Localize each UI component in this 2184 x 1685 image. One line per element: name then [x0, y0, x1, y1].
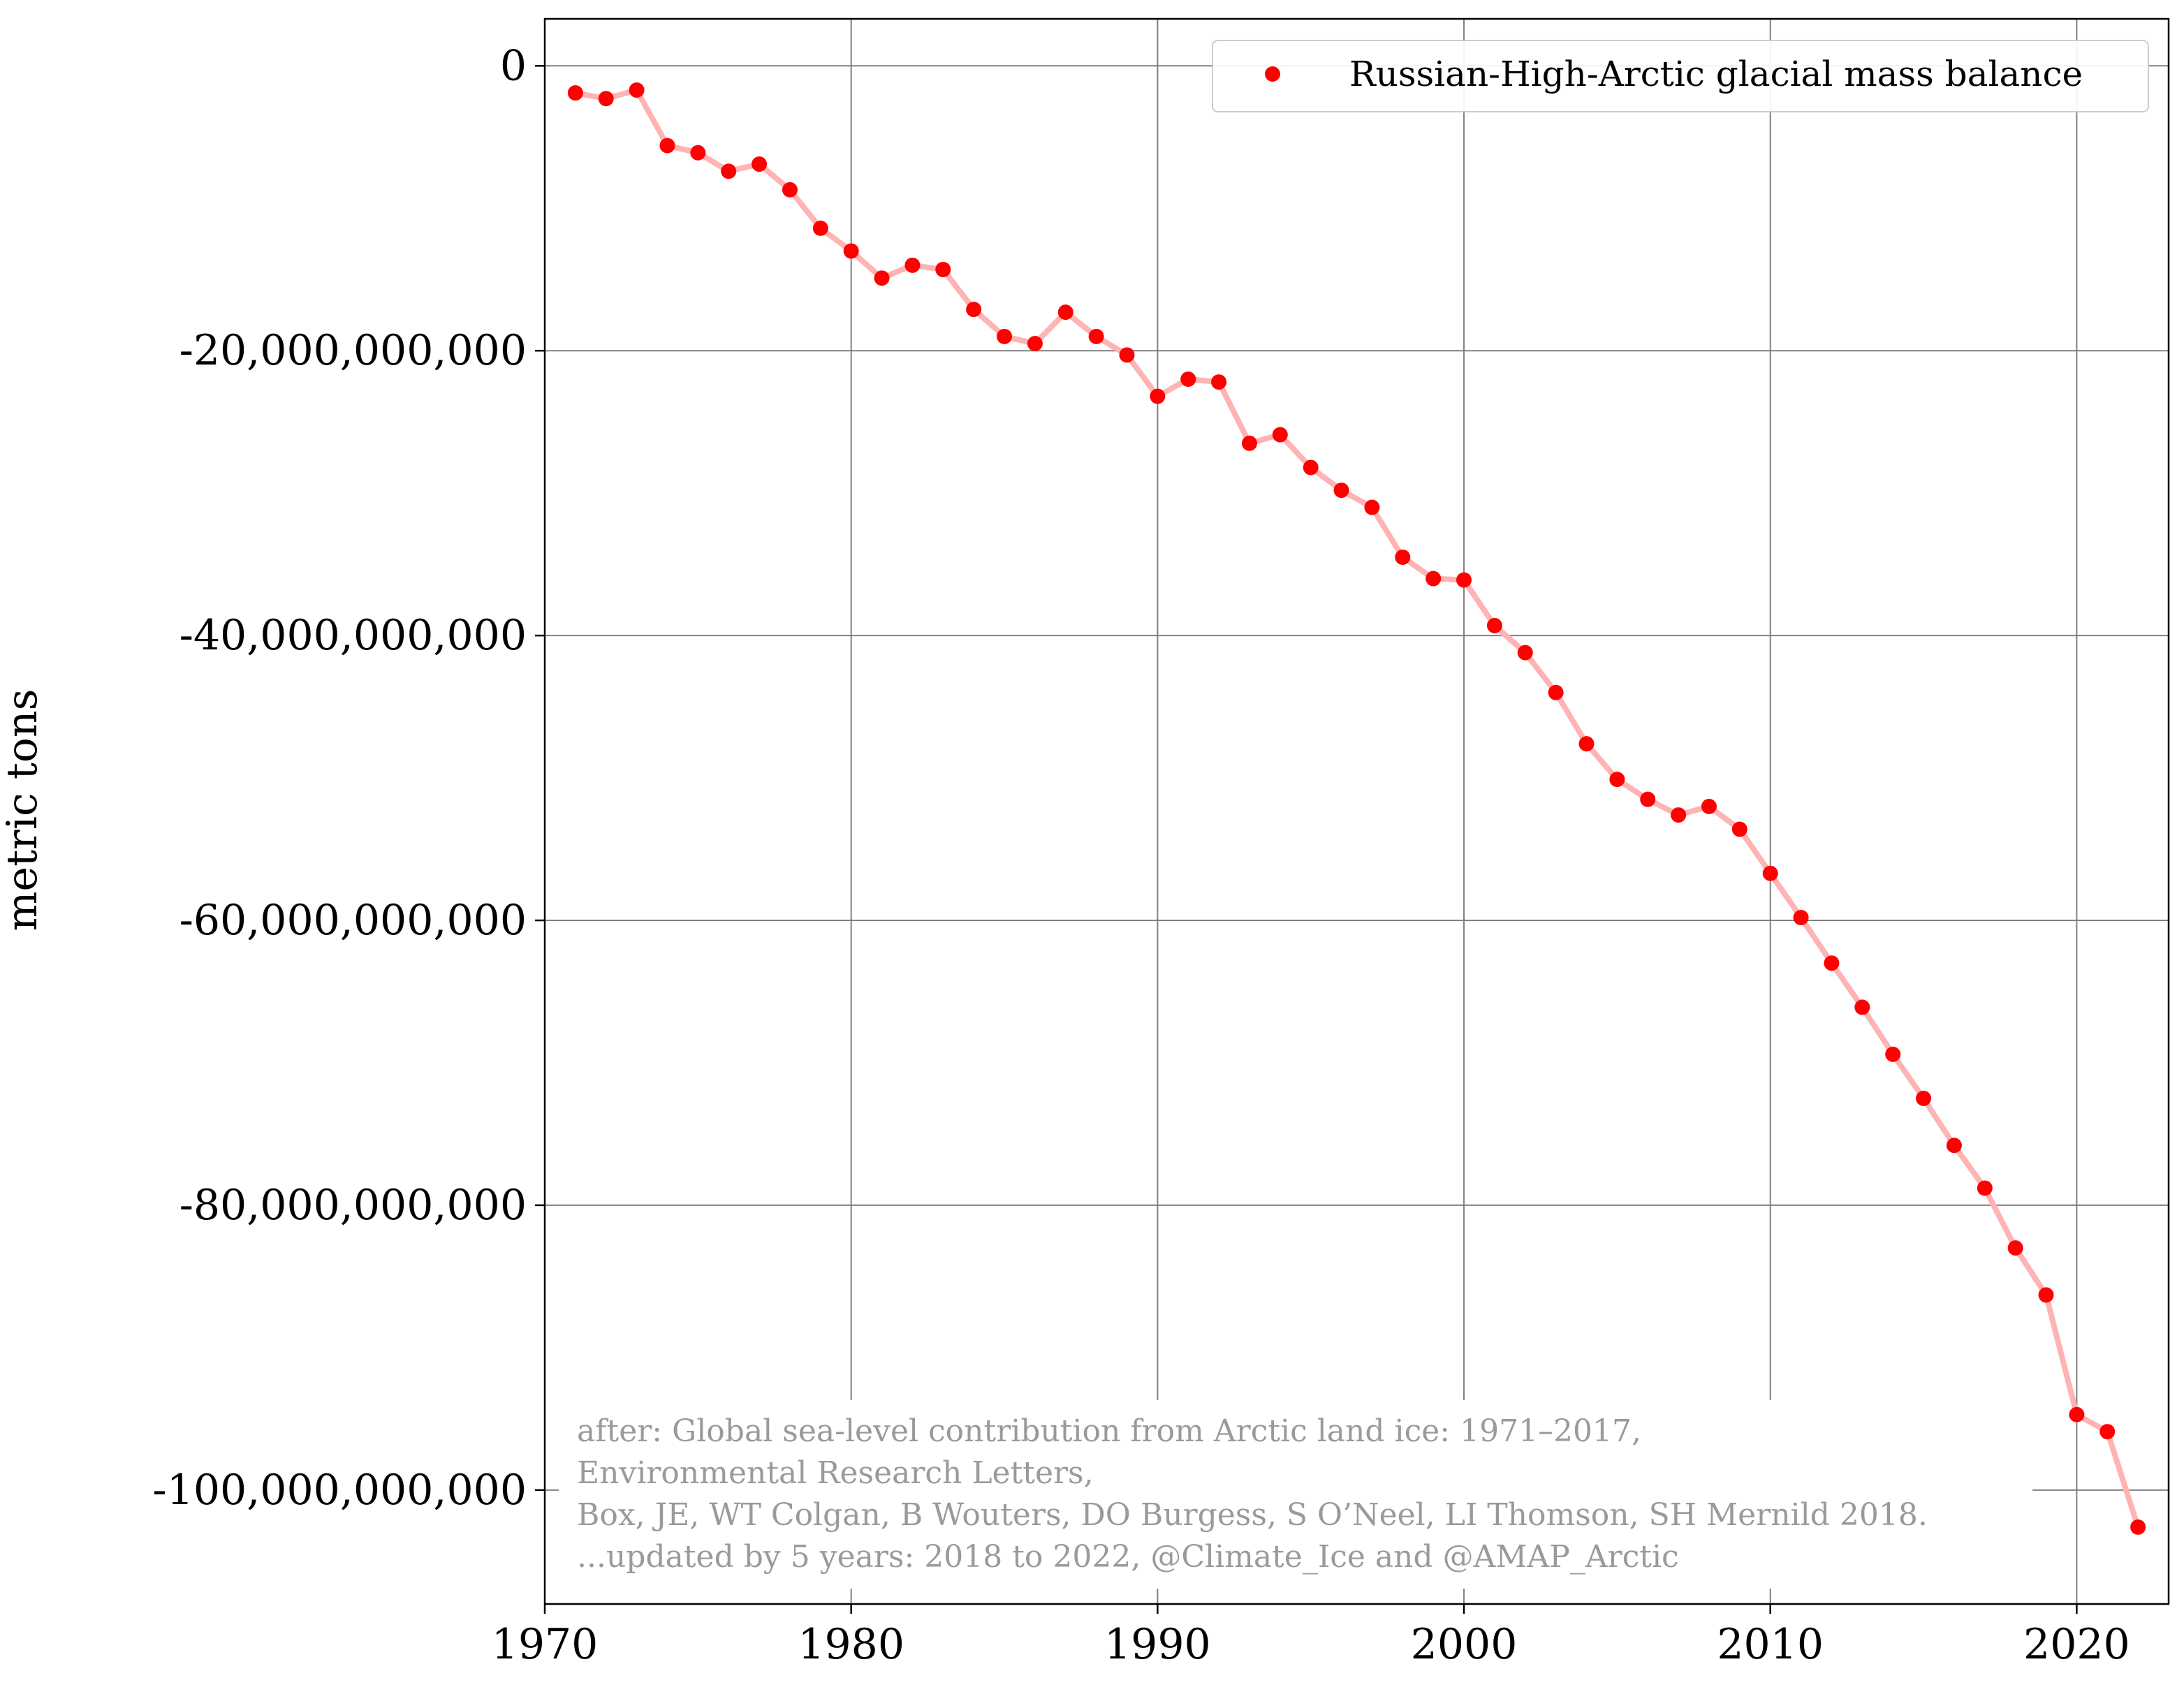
data-point: [1946, 1138, 1962, 1154]
data-point: [1578, 736, 1595, 752]
data-point: [1027, 336, 1043, 352]
data-point: [1456, 572, 1472, 588]
y-tick-label: -20,000,000,000: [179, 326, 527, 375]
x-tick-label: 2020: [2023, 1620, 2130, 1669]
series-line-layer: [572, 87, 2141, 1530]
data-point: [598, 91, 614, 107]
grid: [544, 19, 2169, 1604]
data-point: [567, 85, 583, 101]
data-point: [1180, 371, 1196, 388]
x-tick-label: 1980: [798, 1620, 904, 1669]
y-axis-label: metric tons: [0, 689, 47, 932]
data-point: [782, 182, 798, 198]
data-points: [567, 82, 2146, 1535]
data-point: [1395, 549, 1411, 565]
data-point: [2069, 1406, 2085, 1422]
data-point: [1548, 684, 1564, 700]
data-point: [874, 270, 890, 286]
y-tick-labels: 0 -20,000,000,000 -40,000,000,000 -60,000,0…: [152, 41, 527, 1515]
data-point: [1057, 304, 1073, 321]
axis-ticks: [535, 65, 2078, 1614]
x-tick-label: 2000: [1411, 1620, 1518, 1669]
data-point: [1609, 772, 1625, 788]
x-tick-label: 2010: [1717, 1620, 1824, 1669]
data-point: [1364, 499, 1380, 515]
data-point: [935, 261, 951, 277]
x-tick-label: 1970: [492, 1620, 599, 1669]
data-point: [1916, 1090, 1932, 1106]
data-point: [2130, 1519, 2146, 1535]
plot-frame: [543, 17, 2170, 1605]
data-point: [1762, 865, 1778, 881]
y-tick-label: 0: [500, 41, 527, 90]
legend-marker: [1265, 66, 1280, 82]
data-point: [997, 328, 1013, 344]
source-note-line-3: Box, JE, WT Colgan, B Wouters, DO Burges…: [577, 1497, 1928, 1533]
source-note-line-4: ...updated by 5 years: 2018 to 2022, @Cl…: [577, 1539, 1679, 1575]
legend: Russian-High-Arctic glacial mass balance: [1212, 40, 2149, 112]
data-point: [1272, 427, 1288, 443]
data-point: [1824, 955, 1840, 971]
data-point: [2099, 1424, 2116, 1440]
data-point: [904, 257, 921, 273]
data-point: [1793, 909, 1809, 925]
data-point: [1671, 807, 1687, 823]
data-point: [1426, 571, 1442, 587]
data-point: [1977, 1180, 1993, 1196]
source-note: after: Global sea-level contribution fro…: [559, 1400, 2032, 1589]
legend-label: Russian-High-Arctic glacial mass balance: [1349, 54, 2083, 94]
data-point: [1119, 347, 1135, 363]
data-point: [752, 156, 768, 172]
y-tick-label: -40,000,000,000: [179, 611, 527, 660]
data-point: [1241, 435, 1257, 451]
data-point: [1333, 483, 1349, 499]
y-tick-label: -60,000,000,000: [179, 896, 527, 945]
data-point: [966, 302, 982, 318]
data-point: [843, 243, 859, 259]
data-point: [1731, 821, 1747, 837]
x-tick-labels: 1970 1980 1990 2000 2010 2020: [492, 1620, 2130, 1669]
data-point: [721, 163, 737, 179]
y-tick-label: -80,000,000,000: [179, 1181, 527, 1230]
data-point: [1885, 1046, 1901, 1062]
data-point: [690, 145, 706, 161]
data-point: [1640, 791, 1656, 807]
x-tick-label: 1990: [1104, 1620, 1211, 1669]
data-point: [1854, 999, 1870, 1015]
source-note-background: [559, 1400, 2032, 1589]
source-note-line-2: Environmental Research Letters,: [577, 1455, 1094, 1491]
data-point: [2038, 1287, 2054, 1303]
data-point: [1303, 459, 1319, 476]
data-point: [1517, 645, 1533, 661]
y-tick-label: -100,000,000,000: [152, 1466, 527, 1515]
series-line: [572, 87, 2141, 1530]
data-point: [1486, 617, 1502, 633]
data-point: [1211, 374, 1227, 390]
data-point: [2007, 1240, 2023, 1256]
data-point: [659, 138, 675, 154]
data-point: [812, 220, 828, 236]
legend-box: [1212, 40, 2149, 112]
data-point: [1088, 328, 1104, 344]
source-note-line-1: after: Global sea-level contribution fro…: [577, 1413, 1641, 1449]
data-point: [1150, 388, 1166, 404]
data-point: [629, 82, 645, 98]
data-point: [1701, 798, 1717, 814]
